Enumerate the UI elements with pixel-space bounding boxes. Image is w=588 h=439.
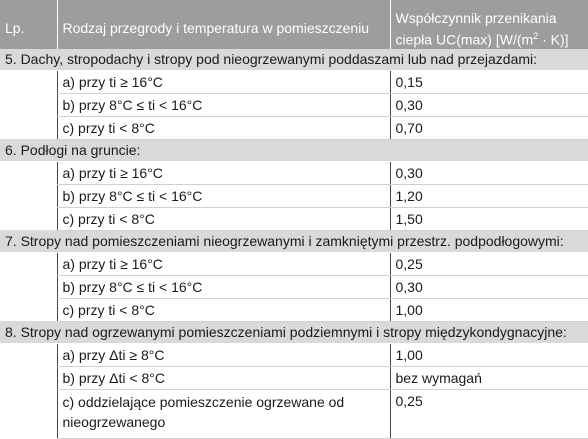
row-lp-cell	[0, 366, 57, 389]
header-lp: Lp.	[0, 0, 57, 49]
row-value-cell: 0,30	[389, 161, 588, 185]
table-row: a) przy ti ≥ 16°C 0,15	[0, 70, 588, 94]
section-title: 6. Podłogi na gruncie:	[0, 139, 588, 162]
table-body: 5. Dachy, stropodachy i stropy pod nieog…	[0, 48, 588, 439]
row-name-cell: c) przy ti < 8°C	[56, 298, 390, 322]
row-lp-cell	[0, 70, 57, 93]
header-value-line2-post: · K)]	[538, 31, 569, 48]
row-name-cell: c) przy ti < 8°C	[56, 207, 390, 231]
row-value-cell: 0,15	[389, 70, 588, 94]
row-lp-cell	[0, 389, 57, 438]
row-lp-cell	[0, 161, 57, 184]
row-lp-cell	[0, 252, 57, 275]
section-row: 6. Podłogi na gruncie:	[0, 139, 588, 162]
row-lp-cell	[0, 207, 57, 230]
section-row: 5. Dachy, stropodachy i stropy pod nieog…	[0, 48, 588, 71]
row-name-cell: a) przy ti ≥ 16°C	[56, 161, 390, 185]
row-name-cell: c) oddzielające pomieszczenie ogrzewane …	[56, 389, 390, 439]
section-title: 5. Dachy, stropodachy i stropy pod nieog…	[0, 48, 588, 71]
header-value: Współczynnik przenikania ciepła UC(max) …	[389, 0, 588, 49]
table-row: b) przy 8°C ≤ ti < 16°C 1,20	[0, 184, 588, 208]
row-value-cell: 1,20	[389, 184, 588, 208]
row-name-cell: a) przy Δti ≥ 8°C	[56, 343, 390, 367]
header-value-line1: Współczynnik przenikania	[395, 10, 557, 26]
table-row: c) oddzielające pomieszczenie ogrzewane …	[0, 389, 588, 439]
row-name-cell: c) przy ti < 8°C	[56, 116, 390, 140]
row-lp-cell	[0, 275, 57, 298]
row-name-cell: b) przy 8°C ≤ ti < 16°C	[56, 93, 390, 117]
row-value-cell: 0,70	[389, 116, 588, 140]
section-title: 8. Stropy nad ogrzewanymi pomieszczeniam…	[0, 321, 588, 344]
table-row: b) przy 8°C ≤ ti < 16°C 0,30	[0, 93, 588, 117]
row-lp-cell	[0, 298, 57, 321]
section-title: 7. Stropy nad pomieszczeniami nieogrzewa…	[0, 230, 588, 253]
row-lp-cell	[0, 116, 57, 139]
table-row: a) przy Δti ≥ 8°C 1,00	[0, 343, 588, 367]
header-name: Rodzaj przegrody i temperatura w pomiesz…	[56, 0, 390, 49]
row-name-cell: b) przy 8°C ≤ ti < 16°C	[56, 275, 390, 299]
table-row: c) przy ti < 8°C 1,00	[0, 298, 588, 322]
row-name-cell: a) przy ti ≥ 16°C	[56, 252, 390, 276]
row-value-cell: 0,30	[389, 275, 588, 299]
table-row: a) przy ti ≥ 16°C 0,25	[0, 252, 588, 276]
row-value-cell: bez wymagań	[389, 366, 588, 390]
row-value-cell: 1,00	[389, 298, 588, 322]
header-value-sup: 2	[533, 31, 539, 41]
row-name-cell: a) przy ti ≥ 16°C	[56, 70, 390, 94]
row-value-cell: 0,30	[389, 93, 588, 117]
row-value-cell: 1,50	[389, 207, 588, 231]
row-name-cell: b) przy 8°C ≤ ti < 16°C	[56, 184, 390, 208]
table-header-row: Lp. Rodzaj przegrody i temperatura w pom…	[0, 0, 588, 49]
row-value-cell: 1,00	[389, 343, 588, 367]
table-row: a) przy ti ≥ 16°C 0,30	[0, 161, 588, 185]
table-row: c) przy ti < 8°C 0,70	[0, 116, 588, 140]
table-row: c) przy ti < 8°C 1,50	[0, 207, 588, 231]
table-row: b) przy Δti < 8°C bez wymagań	[0, 366, 588, 390]
row-value-cell: 0,25	[389, 252, 588, 276]
row-value-cell: 0,25	[389, 389, 588, 439]
row-name-cell: b) przy Δti < 8°C	[56, 366, 390, 390]
section-row: 8. Stropy nad ogrzewanymi pomieszczeniam…	[0, 321, 588, 344]
row-lp-cell	[0, 93, 57, 116]
section-row: 7. Stropy nad pomieszczeniami nieogrzewa…	[0, 230, 588, 253]
row-lp-cell	[0, 184, 57, 207]
row-lp-cell	[0, 343, 57, 366]
table-row: b) przy 8°C ≤ ti < 16°C 0,30	[0, 275, 588, 299]
header-value-line2-pre: ciepła UC(max) [W/(m	[395, 31, 534, 48]
